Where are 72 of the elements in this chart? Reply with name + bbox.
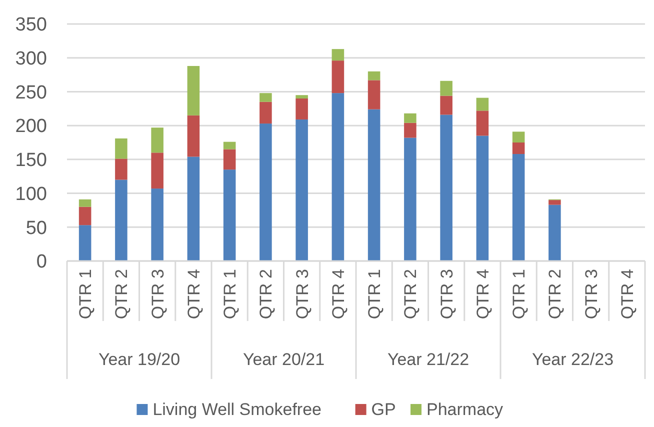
x-tick-label: QTR 4	[473, 269, 492, 320]
bar	[404, 113, 416, 123]
bar	[440, 96, 452, 115]
y-tick-label: 0	[36, 252, 47, 273]
x-tick-label: QTR 2	[256, 269, 276, 320]
bar	[296, 95, 308, 98]
bar	[187, 115, 200, 157]
legend-label: Living Well Smokefree	[152, 400, 322, 419]
y-tick-label: 300	[15, 48, 47, 70]
bar	[260, 124, 272, 261]
x-tick-label: QTR 4	[184, 269, 204, 320]
y-tick-label: 350	[15, 14, 47, 36]
bar	[296, 119, 308, 261]
bar	[332, 93, 344, 261]
bar	[476, 110, 489, 136]
bar	[332, 49, 344, 61]
bar	[368, 80, 380, 110]
bar	[440, 80, 452, 96]
bar	[404, 122, 416, 138]
text: Year 19/20	[98, 350, 180, 369]
bar	[187, 156, 200, 261]
x-tick-label: QTR 4	[618, 269, 637, 320]
bar	[440, 114, 452, 261]
bar	[548, 204, 561, 261]
y-tick-label: 250	[15, 82, 47, 104]
x-tick-label: QTR 3	[582, 269, 601, 320]
legend-label: GP	[371, 400, 396, 419]
bar	[78, 199, 92, 207]
y-tick-label: 100	[15, 184, 47, 205]
bar	[151, 128, 164, 153]
bar	[151, 152, 164, 189]
bar	[512, 142, 525, 154]
bar	[78, 225, 92, 261]
x-tick-label: QTR 2	[401, 269, 420, 320]
bar	[223, 142, 236, 150]
x-tick-label: QTR 3	[437, 269, 456, 320]
x-tick-label: QTR 2	[112, 269, 132, 320]
bar	[115, 180, 128, 261]
y-tick-label: 150	[15, 150, 47, 172]
y-tick-label: 200	[15, 116, 47, 138]
bar	[368, 109, 380, 261]
x-tick-label: QTR 2	[546, 269, 565, 320]
text: Year 22/23	[532, 350, 614, 369]
bar	[476, 136, 489, 261]
x-tick-label: QTR 1	[220, 269, 240, 320]
bar	[151, 188, 164, 261]
y-tick-label: 50	[26, 218, 47, 239]
x-tick-label: QTR 1	[365, 269, 384, 320]
bar	[260, 93, 272, 102]
bar	[368, 71, 380, 80]
x-tick-label: QTR 4	[328, 269, 348, 320]
legend-label: Pharmacy	[426, 400, 504, 419]
bar	[332, 60, 344, 94]
bar	[512, 154, 525, 261]
bar	[223, 149, 236, 170]
bar	[115, 158, 128, 180]
x-tick-label: QTR 3	[148, 269, 168, 320]
bar	[260, 102, 272, 124]
bar	[78, 206, 92, 226]
bar	[476, 98, 489, 111]
bar	[223, 170, 236, 261]
x-tick-label: QTR 1	[510, 269, 529, 320]
x-tick-label: QTR 3	[292, 269, 312, 320]
bar	[548, 200, 561, 205]
bar	[296, 98, 308, 120]
bar	[404, 138, 416, 261]
bar	[115, 138, 128, 159]
x-tick-label: QTR 1	[76, 269, 96, 320]
text: Year 20/21	[242, 350, 325, 369]
bar	[512, 132, 525, 142]
text: Year 21/22	[387, 350, 470, 369]
bar	[187, 66, 200, 116]
